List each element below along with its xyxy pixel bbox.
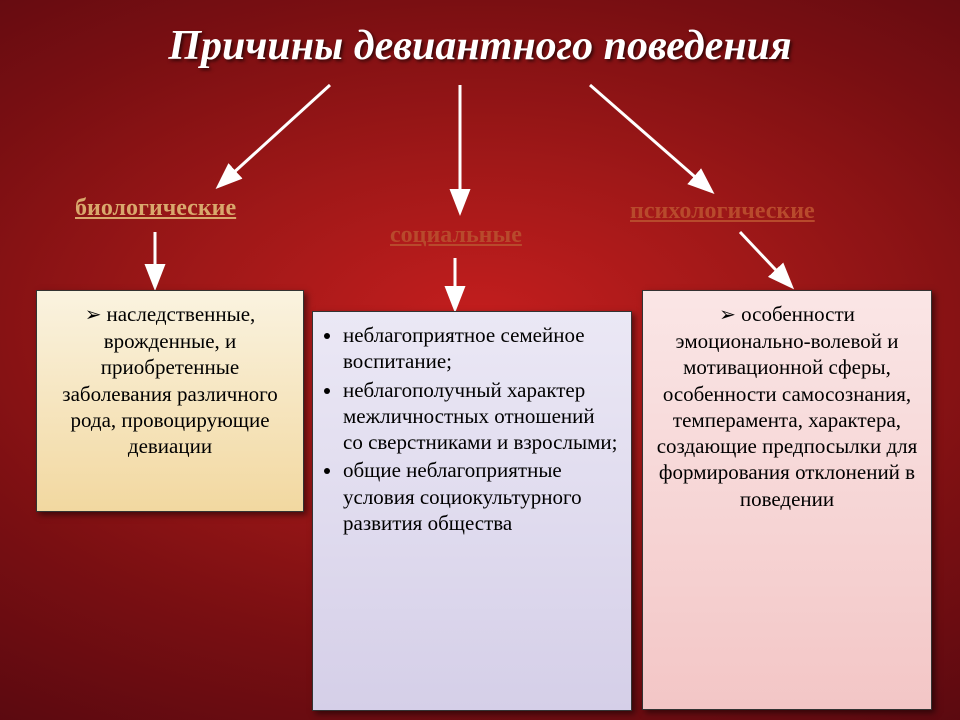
category-bio-label: биологические [75, 195, 236, 222]
list-item: неблагоприятное семейное воспитание; [343, 322, 619, 375]
box-soc-list: неблагоприятное семейное воспитание; неб… [325, 322, 619, 536]
box-psychological: особенности эмоционально-волевой и мотив… [642, 290, 932, 710]
box-psy-text: особенности эмоционально-волевой и мотив… [657, 302, 918, 511]
list-item: общие неблагоприятные условия социокульт… [343, 457, 619, 536]
box-social: неблагоприятное семейное воспитание; неб… [312, 311, 632, 711]
list-item: неблагополучный характер межличностных о… [343, 377, 619, 456]
page-title: Причины девиантного поведения [0, 22, 960, 70]
box-bio-text: наследственные, врожденные, и приобретен… [62, 302, 277, 458]
category-soc-label: социальные [390, 222, 522, 249]
box-biological: наследственные, врожденные, и приобретен… [36, 290, 304, 512]
category-psy-label: психологические [630, 198, 815, 225]
